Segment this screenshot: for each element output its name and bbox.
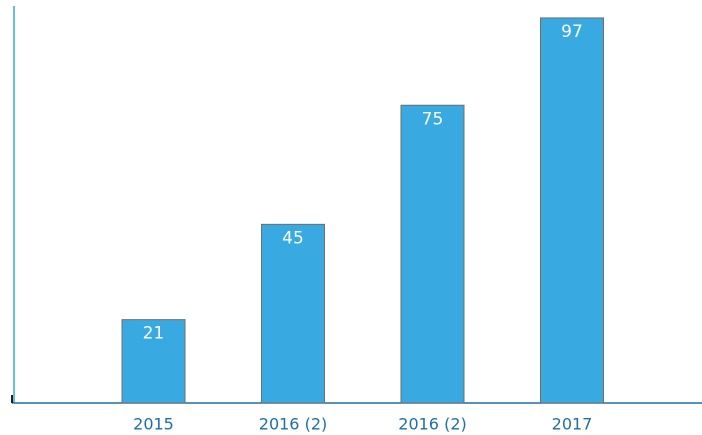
bar xyxy=(121,319,186,404)
x-tick-label: 2015 xyxy=(133,415,174,434)
data-label: 75 xyxy=(422,109,444,129)
x-tick-label: 2016 (2) xyxy=(398,415,466,434)
data-label: 45 xyxy=(282,228,304,248)
data-label: 21 xyxy=(143,324,165,344)
x-tick-label: 2016 (2) xyxy=(259,415,327,434)
x-tick-label: 2017 xyxy=(552,415,593,434)
bar xyxy=(540,17,604,404)
data-label: 97 xyxy=(561,22,583,42)
bar xyxy=(400,104,465,404)
bar xyxy=(261,223,325,404)
